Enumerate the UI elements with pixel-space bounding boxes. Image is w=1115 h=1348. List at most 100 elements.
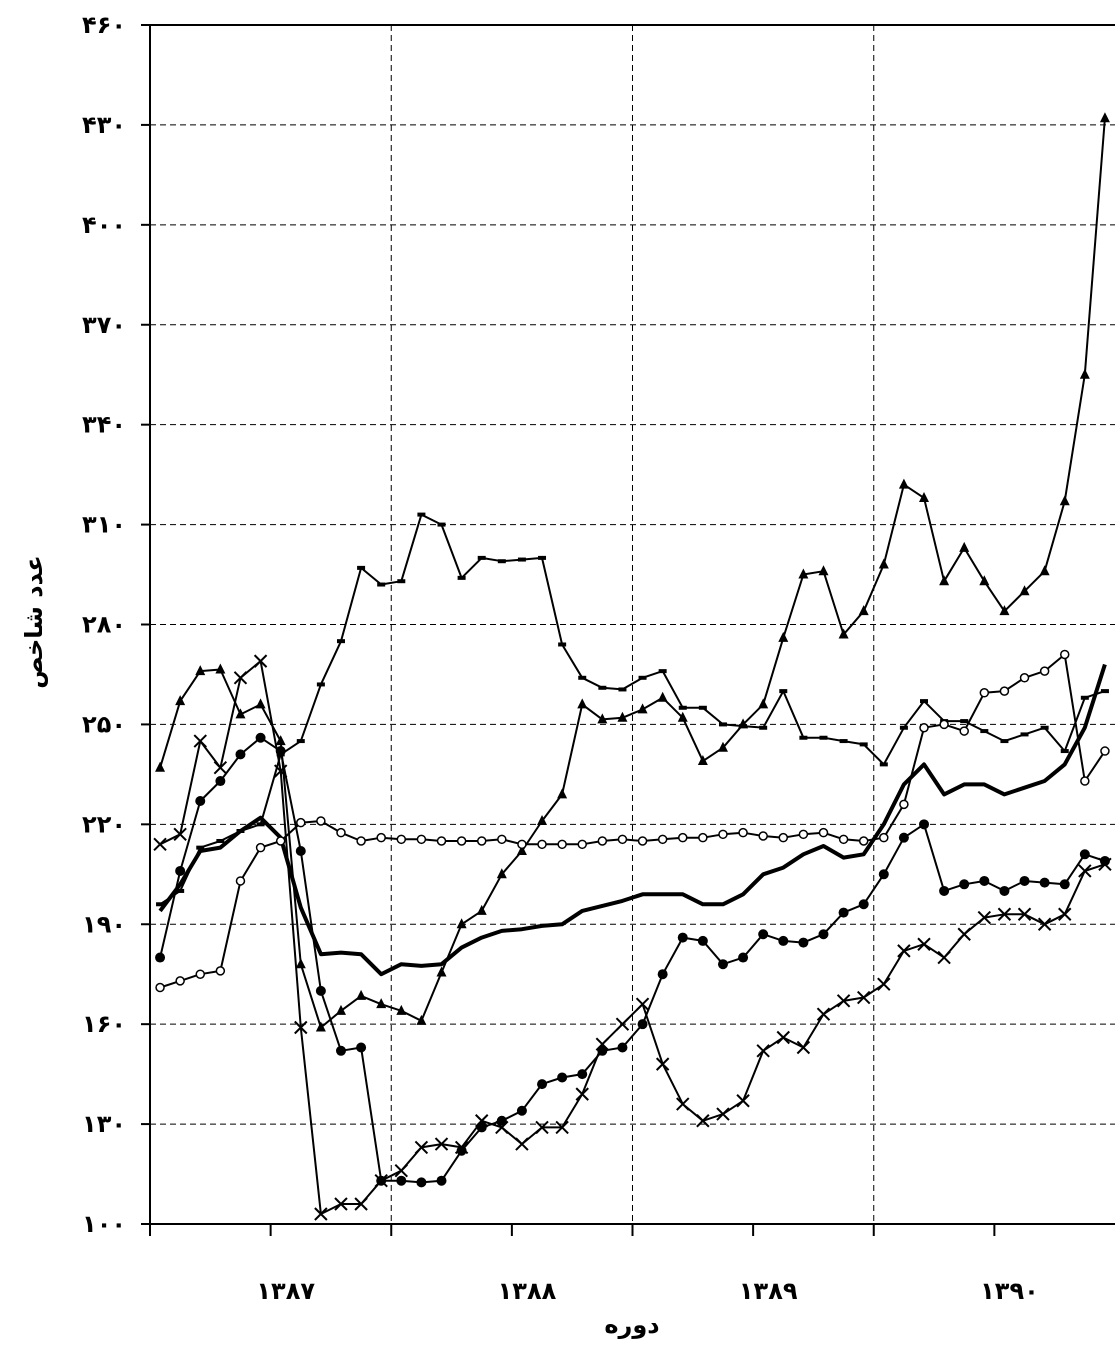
data-point xyxy=(354,1197,368,1211)
data-point xyxy=(496,868,507,879)
data-point xyxy=(377,582,386,587)
data-point xyxy=(799,735,808,740)
y-tick-label: ۴۶۰ xyxy=(82,11,126,39)
data-point xyxy=(1040,725,1049,730)
data-point xyxy=(336,639,345,644)
data-point xyxy=(294,1020,308,1035)
data-point xyxy=(617,1042,628,1053)
data-point xyxy=(959,879,970,890)
data-point xyxy=(235,749,246,760)
data-point xyxy=(717,741,728,752)
data-point xyxy=(1059,879,1070,890)
data-point xyxy=(315,1021,326,1032)
data-point xyxy=(316,682,325,687)
data-point xyxy=(718,829,728,840)
data-point xyxy=(296,817,306,828)
data-point xyxy=(176,888,185,893)
data-point xyxy=(437,522,446,527)
data-point xyxy=(476,1122,487,1133)
data-point xyxy=(535,1120,549,1135)
y-tick-label: ۴۳۰ xyxy=(82,111,126,139)
data-point xyxy=(195,796,206,807)
data-point xyxy=(718,722,727,727)
data-point xyxy=(1059,649,1070,660)
data-point xyxy=(215,776,226,787)
data-point xyxy=(858,605,869,616)
data-point xyxy=(960,719,969,724)
data-point xyxy=(979,875,990,886)
data-point xyxy=(997,907,1012,921)
data-point xyxy=(1059,495,1070,506)
data-point xyxy=(859,742,868,747)
data-point xyxy=(818,827,829,838)
data-point xyxy=(836,994,851,1008)
data-point xyxy=(275,746,286,757)
data-point xyxy=(476,904,487,915)
y-tick-label: ۲۵۰ xyxy=(82,710,126,738)
data-point xyxy=(615,1017,630,1031)
data-point xyxy=(517,557,526,562)
data-point xyxy=(537,815,548,826)
data-point xyxy=(414,1140,429,1155)
data-point xyxy=(215,966,226,976)
data-point xyxy=(295,845,306,856)
data-point xyxy=(738,827,748,838)
data-point xyxy=(515,1137,529,1151)
data-point xyxy=(878,869,889,880)
data-point xyxy=(397,579,406,584)
data-point xyxy=(376,1175,387,1186)
data-point xyxy=(677,711,688,722)
data-point xyxy=(980,729,989,734)
data-point xyxy=(1000,739,1009,744)
data-point xyxy=(957,927,971,941)
data-point xyxy=(1099,855,1110,866)
data-point xyxy=(758,929,769,940)
data-point xyxy=(879,832,889,843)
data-point xyxy=(655,1057,670,1071)
data-point xyxy=(376,998,387,1009)
data-point xyxy=(213,761,228,775)
data-point xyxy=(919,819,930,830)
data-point xyxy=(195,969,206,979)
data-point xyxy=(638,675,647,680)
data-point xyxy=(739,724,748,729)
data-point xyxy=(999,686,1010,696)
data-point xyxy=(1037,917,1052,931)
data-point xyxy=(637,836,648,846)
data-point xyxy=(173,827,187,842)
data-point xyxy=(1019,585,1030,596)
data-point xyxy=(597,713,608,724)
data-point xyxy=(175,695,186,706)
data-point xyxy=(255,842,266,853)
data-point xyxy=(517,839,527,850)
data-point xyxy=(977,910,992,925)
data-point xyxy=(1039,666,1050,676)
data-point xyxy=(417,512,426,517)
data-point xyxy=(959,541,970,552)
data-point xyxy=(577,839,587,850)
data-point xyxy=(216,838,225,843)
data-point xyxy=(657,691,668,702)
data-point xyxy=(678,705,687,710)
data-point xyxy=(436,1175,447,1186)
data-point xyxy=(334,1197,348,1211)
data-point xyxy=(1020,732,1029,737)
y-tick-label: ۱۶۰ xyxy=(82,1010,126,1038)
data-point xyxy=(557,788,568,799)
data-point xyxy=(1019,673,1030,683)
data-point xyxy=(577,1069,588,1080)
data-point xyxy=(516,844,527,855)
data-point xyxy=(476,836,487,846)
y-tick-label: ۳۷۰ xyxy=(82,311,126,339)
data-point xyxy=(657,969,668,980)
data-point xyxy=(537,839,547,850)
data-point xyxy=(920,699,929,704)
data-point xyxy=(275,836,286,846)
data-point xyxy=(336,827,346,838)
data-point xyxy=(717,959,728,970)
data-point xyxy=(457,575,466,580)
data-point xyxy=(899,799,909,810)
data-point xyxy=(434,1137,449,1151)
